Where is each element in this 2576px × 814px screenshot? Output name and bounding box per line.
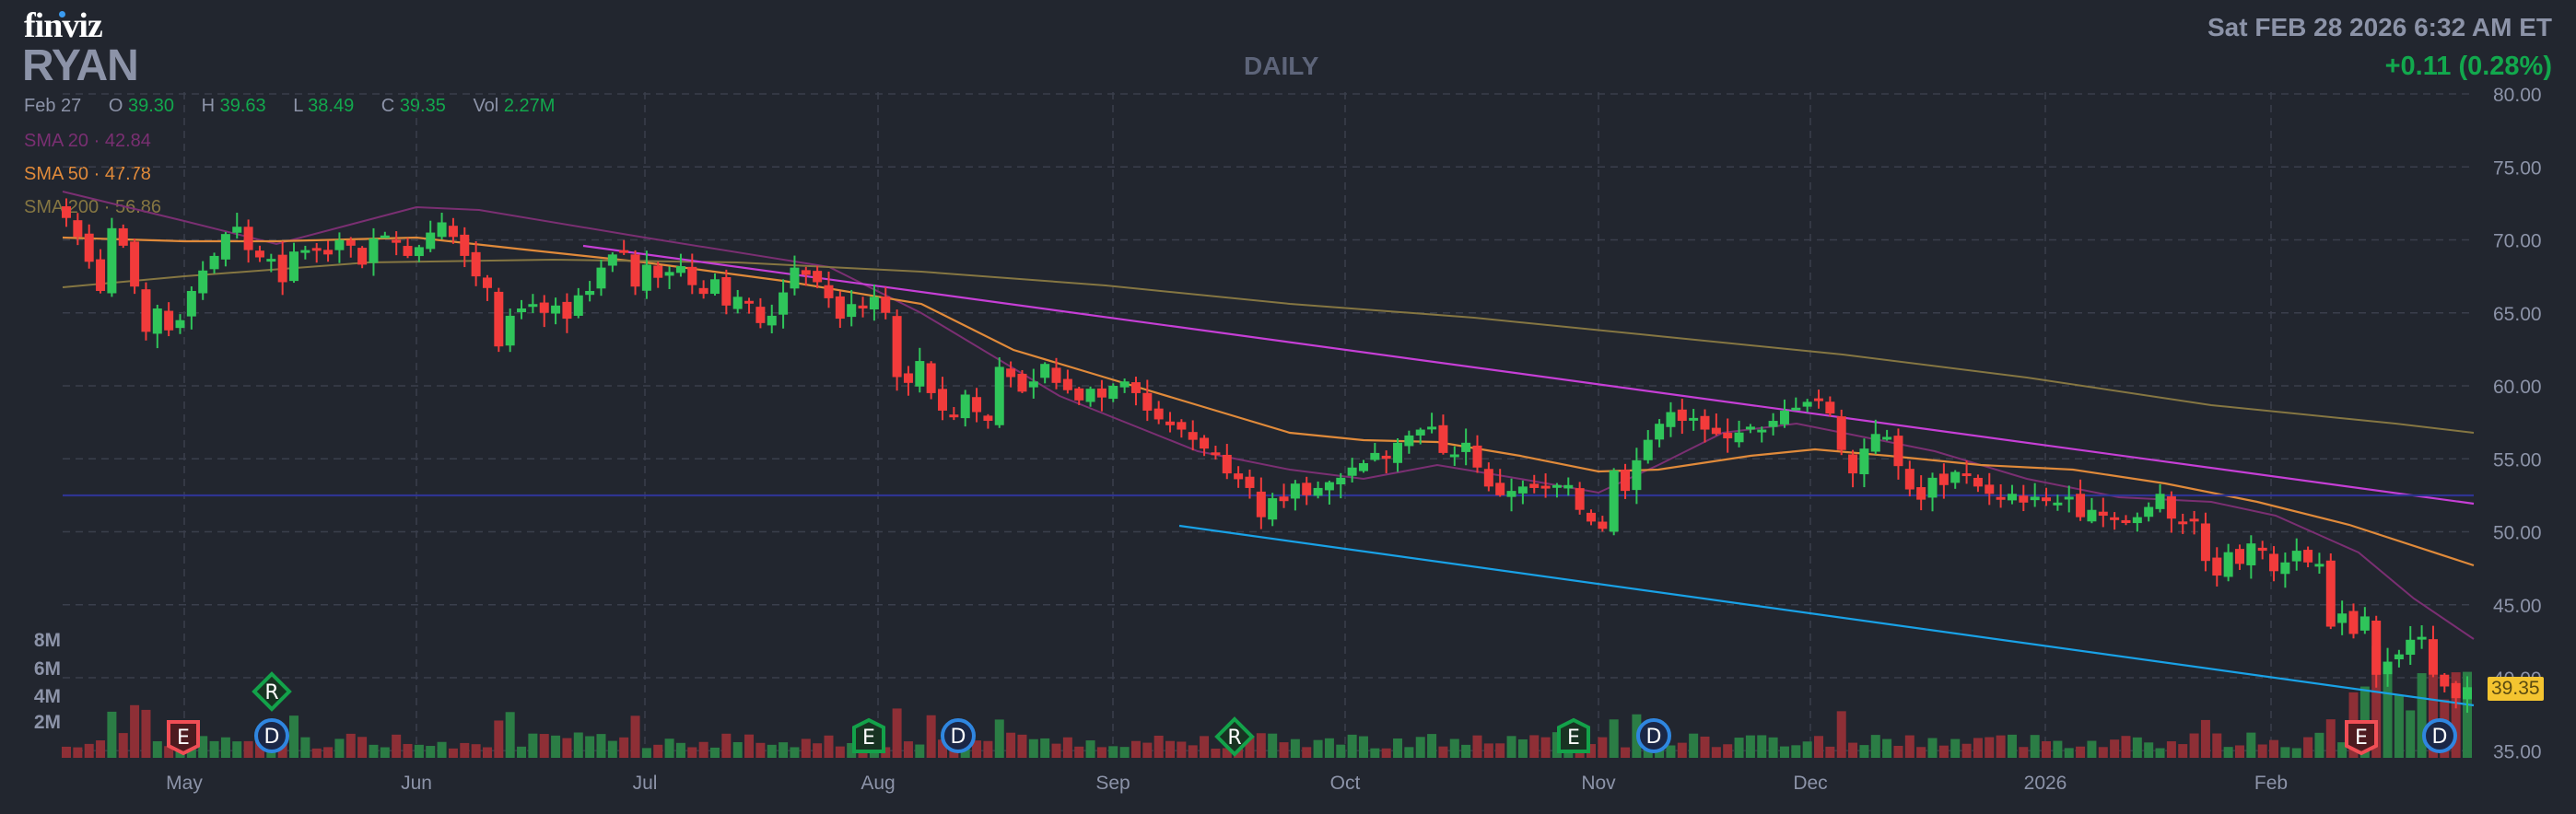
price-tick-label: 35.00 bbox=[2493, 741, 2542, 762]
date-tick-label: May bbox=[166, 773, 203, 794]
close-value: 39.35 bbox=[399, 96, 446, 116]
date-tick-label: Aug bbox=[861, 773, 895, 794]
price-change: +0.11 (0.28%) bbox=[2384, 52, 2552, 81]
sma20-label: SMA 20 bbox=[24, 131, 89, 151]
volume-label: Vol bbox=[473, 96, 499, 116]
ohlc-date: Feb 27 bbox=[24, 96, 82, 116]
lower-support-trendline[interactable] bbox=[1178, 524, 2475, 707]
dividend-marker-icon[interactable]: D bbox=[254, 718, 289, 753]
upper-resistance-trendline[interactable] bbox=[582, 244, 2475, 506]
event-markers[interactable]: ERD E D R E D E D bbox=[167, 671, 2457, 757]
close-label: C bbox=[381, 96, 395, 116]
earnings-marker-icon[interactable]: E bbox=[852, 717, 885, 753]
svg-text:D: D bbox=[1646, 726, 1662, 749]
low-label: L bbox=[293, 96, 303, 116]
candlesticks bbox=[62, 198, 2472, 713]
date-tick-label: Dec bbox=[1793, 773, 1827, 794]
rating-marker-icon[interactable]: R bbox=[1214, 716, 1255, 757]
ohlc-legend: Feb 27 O 39.30 H 39.63 L 38.49 C 39.35 V… bbox=[24, 96, 577, 117]
volume-tick-label: 4M bbox=[34, 686, 61, 707]
price-tick-label: 50.00 bbox=[2493, 523, 2542, 544]
price-tick-label: 70.00 bbox=[2493, 231, 2542, 252]
low-value: 38.49 bbox=[308, 96, 355, 116]
price-tick-label: 65.00 bbox=[2493, 304, 2542, 325]
svg-text:D: D bbox=[2432, 726, 2448, 749]
volume-value: 2.27M bbox=[503, 96, 556, 116]
earnings-marker-icon[interactable]: E bbox=[1557, 717, 1590, 753]
sma200-label: SMA 200 bbox=[24, 197, 100, 217]
svg-text:D: D bbox=[951, 726, 966, 749]
date-tick-label: Jun bbox=[401, 773, 432, 794]
volume-tick-label: 8M bbox=[34, 630, 61, 651]
svg-text:E: E bbox=[1567, 727, 1580, 750]
price-tick-label: 80.00 bbox=[2493, 85, 2542, 106]
date-tick-label: Feb bbox=[2254, 773, 2288, 794]
interval-label: DAILY bbox=[1244, 52, 1319, 80]
earnings-marker-icon[interactable]: E bbox=[2345, 720, 2378, 756]
date-tick-label: Sep bbox=[1095, 773, 1130, 794]
trendlines[interactable] bbox=[63, 244, 2475, 707]
separator: · bbox=[103, 197, 111, 217]
datetime: Sat FEB 28 2026 6:32 AM ET bbox=[2207, 13, 2552, 41]
dividend-marker-icon[interactable]: D bbox=[1636, 718, 1671, 753]
rating-marker-icon[interactable]: R bbox=[252, 671, 292, 712]
sma50-legend[interactable]: SMA 50 · 47.78 bbox=[24, 164, 151, 185]
high-label: H bbox=[201, 96, 216, 116]
date-tick-label: Nov bbox=[1581, 773, 1616, 794]
date-tick-label: 2026 bbox=[2024, 773, 2067, 794]
sma50-value: 47.78 bbox=[104, 164, 151, 184]
volume-tick-label: 2M bbox=[34, 712, 61, 733]
earnings-marker-icon[interactable]: E bbox=[167, 720, 200, 756]
volume-bars bbox=[62, 645, 2472, 758]
open-label: O bbox=[108, 96, 123, 116]
price-tick-label: 45.00 bbox=[2493, 596, 2542, 617]
price-axis[interactable]: 80.00 75.00 70.00 65.00 60.00 55.00 50.00 45.00… bbox=[2493, 85, 2542, 762]
price-tick-label: 60.00 bbox=[2493, 377, 2542, 398]
dividend-marker-icon[interactable]: D bbox=[2422, 718, 2457, 753]
date-tick-label: Jul bbox=[633, 773, 658, 794]
moving-averages bbox=[62, 191, 2475, 640]
separator: · bbox=[93, 164, 100, 184]
sma20-value: 42.84 bbox=[104, 131, 151, 151]
svg-text:E: E bbox=[862, 727, 875, 750]
date-tick-label: Oct bbox=[1330, 773, 1361, 794]
svg-text:R: R bbox=[1227, 727, 1241, 750]
svg-text:E: E bbox=[177, 727, 190, 750]
finviz-logo[interactable]: finviz bbox=[24, 6, 103, 46]
sma50-label: SMA 50 bbox=[24, 164, 89, 184]
svg-text:R: R bbox=[264, 681, 278, 704]
price-tick-label: 55.00 bbox=[2493, 449, 2542, 471]
price-tick-label: 75.00 bbox=[2493, 157, 2542, 179]
dividend-marker-icon[interactable]: D bbox=[941, 718, 976, 753]
ticker-symbol: RYAN bbox=[22, 41, 139, 90]
date-axis[interactable]: May Jun Jul Aug Sep Oct Nov Dec 2026 Feb bbox=[166, 773, 2288, 794]
logo-dot-icon bbox=[59, 11, 65, 17]
open-value: 39.30 bbox=[127, 96, 175, 116]
volume-tick-label: 6M bbox=[34, 658, 61, 680]
svg-text:E: E bbox=[2355, 727, 2368, 750]
separator: · bbox=[93, 131, 100, 151]
sma20-legend[interactable]: SMA 20 · 42.84 bbox=[24, 131, 151, 152]
volume-axis: 8M 6M 4M 2M bbox=[34, 630, 61, 733]
svg-text:D: D bbox=[264, 726, 280, 749]
last-price-tag: 39.35 bbox=[2488, 677, 2544, 701]
high-value: 39.63 bbox=[219, 96, 266, 116]
